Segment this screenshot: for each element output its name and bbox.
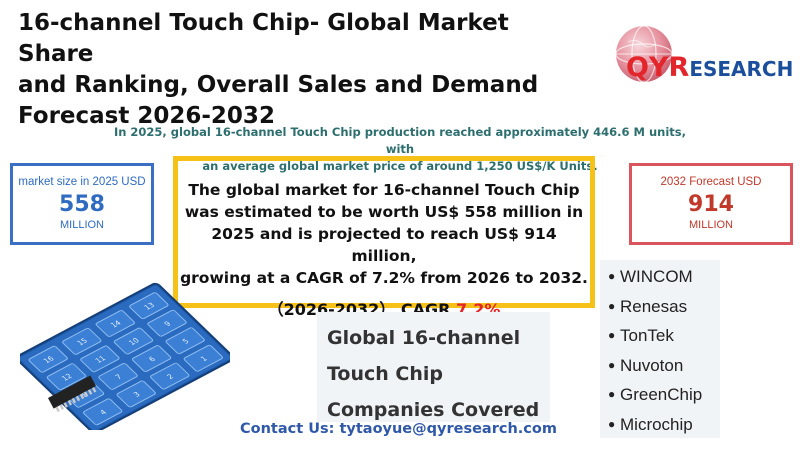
chip-pin xyxy=(75,395,81,402)
intro-text: In 2025, global 16-channel Touch Chip pr… xyxy=(100,124,700,175)
title-line: and Ranking, Overall Sales and Demand xyxy=(18,72,539,98)
intro-line: an average global market price of around… xyxy=(202,159,598,173)
touch-key-label: 13 xyxy=(142,301,157,312)
touch-key-label: 16 xyxy=(41,354,56,365)
touch-key xyxy=(116,380,156,408)
company-name: Microchip xyxy=(620,414,693,434)
qyresearch-logo: QYRESEARCH xyxy=(602,22,793,92)
company-name: WINCOM xyxy=(620,267,693,286)
chip-pin xyxy=(91,387,97,393)
chip-pin xyxy=(79,393,85,400)
market-size-unit: MILLION xyxy=(59,219,104,231)
forecast-unit: MILLION xyxy=(688,219,733,231)
list-item: ● TonTek xyxy=(608,321,720,351)
summary-box: The global market for 16-channel Touch C… xyxy=(173,156,595,319)
market-size-label: market size in 2025 USD xyxy=(18,176,146,188)
touch-key xyxy=(80,345,120,373)
companies-heading-line: Global 16-channel xyxy=(327,327,521,349)
market-size-value: 558 xyxy=(59,192,105,217)
summary-line: The global market for 16-channel Touch C… xyxy=(188,181,580,199)
list-item: ● GreenChip xyxy=(608,380,720,410)
chip-pin xyxy=(55,406,60,413)
list-item: ● Renesas xyxy=(608,292,720,322)
touch-key-label: 15 xyxy=(75,336,90,347)
touch-key-label: 3 xyxy=(131,390,142,399)
touch-key-label: 4 xyxy=(98,408,109,417)
touch-key-label: 12 xyxy=(60,372,75,383)
forecast-box: 2032 Forecast USD 914 MILLION xyxy=(629,163,793,245)
chip-pin xyxy=(87,389,93,395)
list-item: ● WINCOM xyxy=(608,262,720,292)
touch-key xyxy=(46,363,87,391)
touch-key xyxy=(147,309,187,337)
bullet-icon: ● xyxy=(608,357,616,372)
globe-icon xyxy=(615,25,673,83)
touch-key xyxy=(82,398,123,426)
title-line: 16-channel Touch Chip- Global Market Sha… xyxy=(18,10,509,67)
touch-key-label: 5 xyxy=(180,337,191,346)
touch-key xyxy=(95,310,135,337)
forecast-value: 914 xyxy=(688,192,734,217)
bullet-icon: ● xyxy=(608,387,616,401)
touch-key xyxy=(28,345,68,373)
summary-line: was estimated to be worth US$ 558 millio… xyxy=(184,203,584,221)
title-line: Forecast 2026-2032 xyxy=(18,103,275,129)
companies-heading-line: Companies Covered xyxy=(327,399,540,421)
companies-list: ● WINCOM ● Renesas ● TonTek ● Nuvoton ● Green… xyxy=(600,260,720,438)
logo-wordmark: QYRESEARCH xyxy=(626,52,793,83)
touch-key-label: 7 xyxy=(113,373,124,382)
touch-key xyxy=(165,327,205,355)
chip-pin xyxy=(63,402,68,408)
chip-pin xyxy=(83,391,89,397)
chip-pin xyxy=(71,397,77,404)
touch-key xyxy=(131,345,172,372)
summary-text: The global market for 16-channel Touch C… xyxy=(178,179,590,289)
bullet-icon: ● xyxy=(608,328,616,342)
touch-key xyxy=(150,362,190,390)
logo-research: ESEARCH xyxy=(689,57,794,81)
market-size-box: market size in 2025 USD 558 MILLION xyxy=(10,163,154,245)
touch-key-label: 1 xyxy=(198,354,209,363)
touch-key-label: 10 xyxy=(127,336,142,347)
touch-key xyxy=(62,327,102,355)
forecast-label: 2032 Forecast USD xyxy=(660,176,762,188)
company-name: GreenChip xyxy=(620,385,703,404)
bullet-icon: ● xyxy=(608,298,616,313)
page-title: 16-channel Touch Chip- Global Market Sha… xyxy=(18,8,578,132)
touch-key xyxy=(113,327,154,355)
touch-key-label: 14 xyxy=(108,318,123,329)
bullet-icon: ● xyxy=(608,269,616,283)
logo-qy: QY xyxy=(626,52,669,83)
logo-r: R xyxy=(668,52,690,83)
touch-key xyxy=(98,363,138,390)
touch-key-label: 11 xyxy=(93,354,108,365)
touch-key xyxy=(129,292,169,320)
chip-pin xyxy=(67,400,73,406)
intro-line: In 2025, global 16-channel Touch Chip pr… xyxy=(113,125,687,156)
touch-key-label: 2 xyxy=(165,372,176,381)
contact-email[interactable]: Contact Us: tytaoyue@qyresearch.com xyxy=(240,421,557,437)
list-item: ● Microchip xyxy=(608,410,720,440)
touch-key-label: 9 xyxy=(162,319,173,328)
touch-key-label: 6 xyxy=(147,355,158,364)
list-item: ● Nuvoton xyxy=(608,351,720,381)
chip-pin xyxy=(59,404,64,410)
company-name: Nuvoton xyxy=(620,355,684,375)
company-name: TonTek xyxy=(620,326,674,345)
summary-line: growing at a CAGR of 7.2% from 2026 to 2… xyxy=(180,269,588,287)
companies-heading: Global 16-channel Touch Chip Companies C… xyxy=(317,312,550,422)
company-name: Renesas xyxy=(620,296,688,316)
bullet-icon: ● xyxy=(608,416,616,431)
companies-heading-line: Touch Chip xyxy=(327,363,444,385)
summary-line: 2025 and is projected to reach US$ 914 m… xyxy=(211,225,557,265)
touch-key xyxy=(183,344,223,372)
